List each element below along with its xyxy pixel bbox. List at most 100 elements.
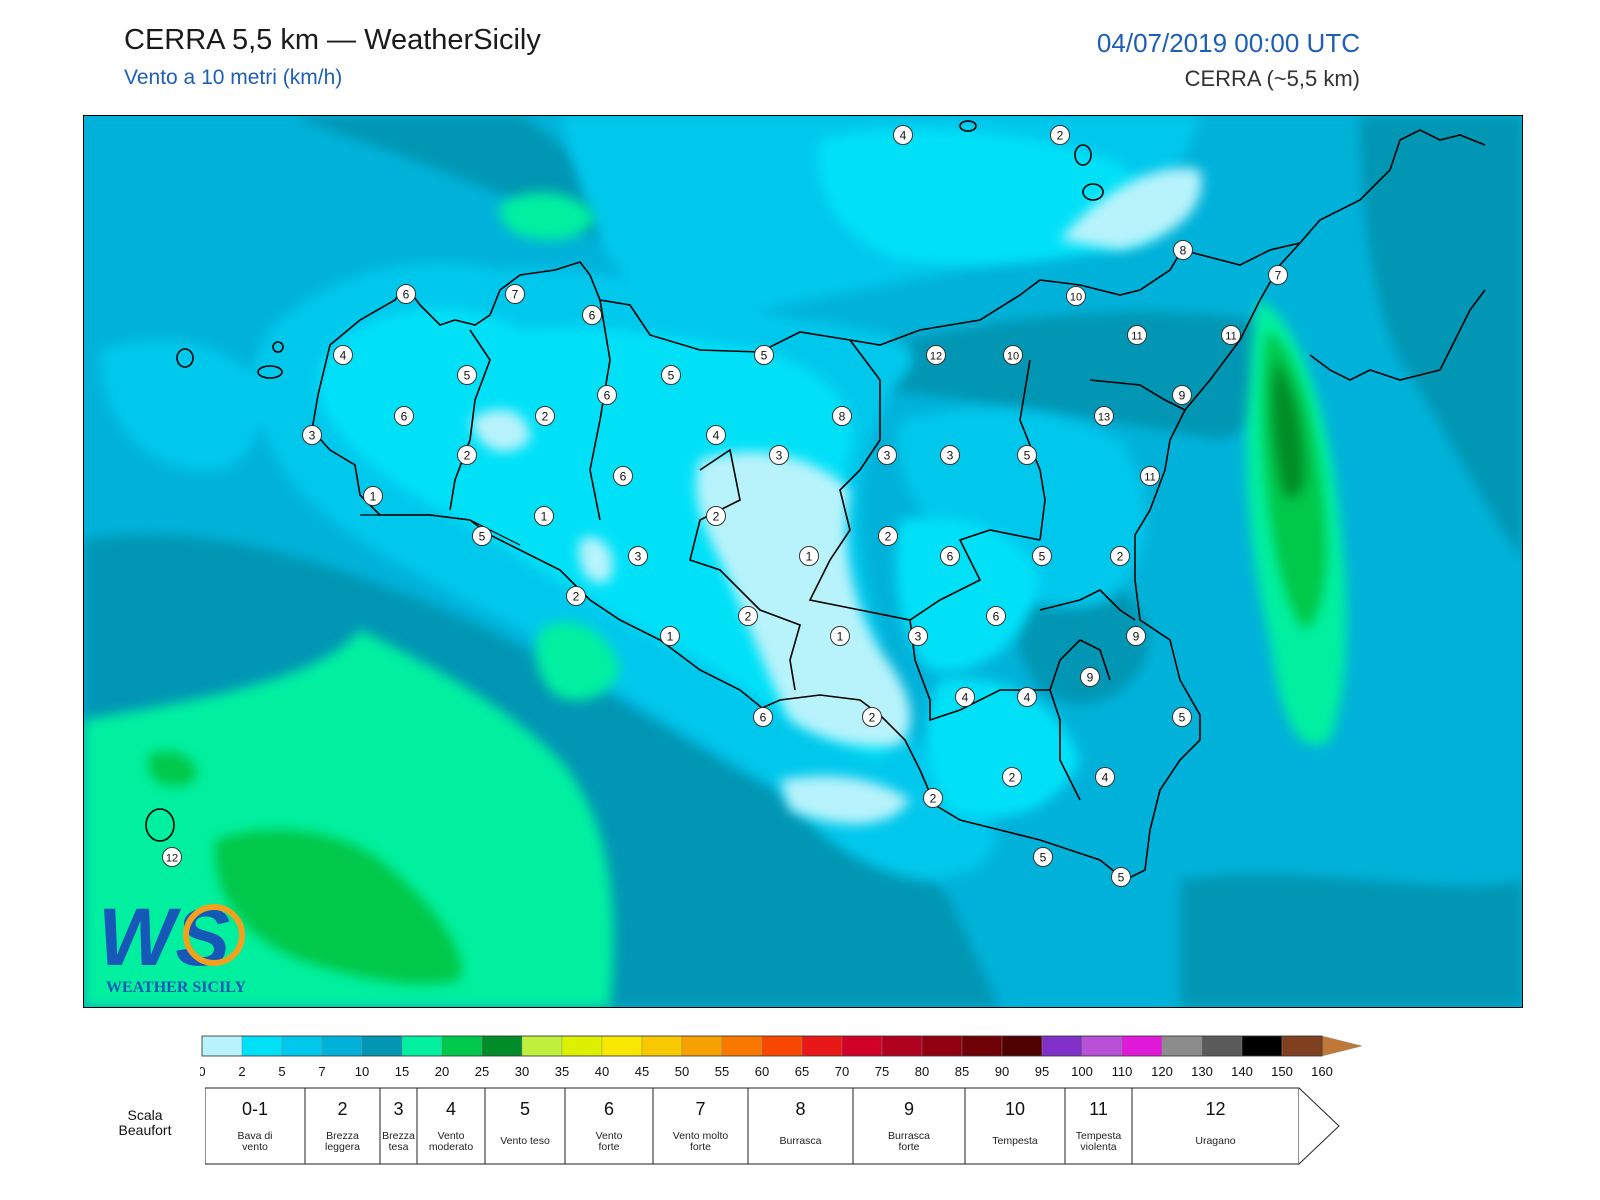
- station-value: 13: [1098, 412, 1110, 424]
- station-value: 11: [1225, 331, 1236, 343]
- station-value: 4: [962, 691, 969, 705]
- colorbar-swatch: [521, 1035, 563, 1057]
- station-label: 10: [1066, 286, 1086, 306]
- station-label: 9: [1080, 667, 1100, 687]
- station-marker: [628, 546, 648, 566]
- station-label: 6: [940, 546, 960, 566]
- beaufort-cell-box: [652, 1087, 749, 1165]
- station-value: 3: [915, 630, 922, 644]
- colorbar-tick-label: 110: [1112, 1064, 1133, 1079]
- station-marker: [1066, 286, 1086, 306]
- station-value: 4: [340, 349, 347, 363]
- station-label: 5: [661, 365, 681, 385]
- station-marker: [302, 425, 322, 445]
- station-label: 9: [1126, 626, 1146, 646]
- station-marker: [661, 365, 681, 385]
- colorbar-tick-label: 30: [515, 1064, 529, 1079]
- station-label: 5: [472, 526, 492, 546]
- beaufort-number: 7: [695, 1099, 705, 1119]
- colorbar-swatch: [881, 1035, 923, 1057]
- station-marker: [955, 687, 975, 707]
- beaufort-description: forte: [690, 1141, 711, 1153]
- colorbar-tick-label: 25: [475, 1064, 489, 1079]
- beaufort-number: 6: [604, 1099, 614, 1119]
- station-value: 5: [1024, 449, 1031, 463]
- colorbar-tick-label: 60: [755, 1064, 769, 1079]
- station-label: 2: [1050, 125, 1070, 145]
- beaufort-description: forte: [898, 1141, 919, 1153]
- colorbar-swatch: [321, 1035, 363, 1057]
- station-marker: [457, 365, 477, 385]
- station-value: 6: [401, 410, 408, 424]
- colorbar-swatch: [281, 1035, 323, 1057]
- beaufort-description: Vento molto: [673, 1130, 729, 1142]
- station-label: 6: [613, 466, 633, 486]
- station-marker: [566, 586, 586, 606]
- station-marker: [832, 406, 852, 426]
- beaufort-description: leggera: [325, 1141, 360, 1153]
- station-value: 6: [993, 610, 1000, 624]
- station-label: 2: [862, 707, 882, 727]
- station-value: 2: [713, 510, 720, 524]
- station-value: 6: [760, 711, 767, 725]
- station-value: 5: [1179, 711, 1186, 725]
- station-marker: [753, 707, 773, 727]
- beaufort-number: 8: [795, 1099, 805, 1119]
- colorbar-tick-label: 15: [395, 1064, 409, 1079]
- beaufort-number: 2: [337, 1099, 347, 1119]
- colorbar-swatch: [441, 1035, 483, 1057]
- colorbar-tick-label: 100: [1071, 1064, 1093, 1079]
- beaufort-number: 10: [1005, 1099, 1025, 1119]
- station-marker: [877, 445, 897, 465]
- station-label: 1: [799, 546, 819, 566]
- station-label: 11: [1221, 325, 1241, 345]
- beaufort-description: Brezza: [382, 1130, 415, 1142]
- colorbar-tick-label: 140: [1231, 1064, 1253, 1079]
- station-label: 2: [457, 445, 477, 465]
- beaufort-description: Vento teso: [500, 1135, 550, 1147]
- station-marker: [1032, 546, 1052, 566]
- map-title: CERRA 5,5 km — WeatherSicily: [124, 24, 541, 56]
- station-marker: [862, 707, 882, 727]
- station-label: 2: [566, 586, 586, 606]
- colorbar-tick-label: 45: [635, 1064, 649, 1079]
- station-label: 12: [162, 847, 182, 867]
- station-value: 8: [839, 410, 846, 424]
- station-label: 1: [660, 626, 680, 646]
- station-label: 4: [1095, 767, 1115, 787]
- beaufort-cell-box: [205, 1087, 306, 1165]
- station-label: 2: [878, 526, 898, 546]
- station-value: 2: [1009, 771, 1016, 785]
- station-value: 8: [1180, 244, 1187, 258]
- station-value: 5: [761, 349, 768, 363]
- beaufort-cell-box: [564, 1087, 654, 1165]
- station-label: 5: [1032, 546, 1052, 566]
- beaufort-number: 12: [1205, 1099, 1225, 1119]
- colorbar-swatch: [1081, 1035, 1123, 1057]
- beaufort-cell: 12 Uragano: [1131, 1087, 1300, 1165]
- station-marker: [706, 506, 726, 526]
- station-label: 7: [505, 284, 525, 304]
- colorbar: 0 2 5 7 10 15 20 25 30 35 40 45 50 55 60 65 70 75 80 85 90 95…: [200, 1035, 1363, 1079]
- station-marker: [660, 626, 680, 646]
- station-marker: [986, 606, 1006, 626]
- beaufort-cell: 10 Tempesta: [964, 1087, 1066, 1165]
- station-value: 10: [1007, 351, 1019, 363]
- beaufort-number: 9: [904, 1099, 914, 1119]
- colorbar-swatch: [961, 1035, 1003, 1057]
- beaufort-description: tesa: [389, 1141, 409, 1153]
- colorbar-swatch: [1001, 1035, 1043, 1057]
- station-label: 7: [1268, 265, 1288, 285]
- station-value: 2: [1117, 550, 1124, 564]
- station-value: 5: [1118, 871, 1125, 885]
- station-label: 2: [535, 406, 555, 426]
- station-label: 3: [769, 445, 789, 465]
- station-marker: [1172, 385, 1192, 405]
- station-value: 9: [1133, 630, 1140, 644]
- station-value: 3: [776, 449, 783, 463]
